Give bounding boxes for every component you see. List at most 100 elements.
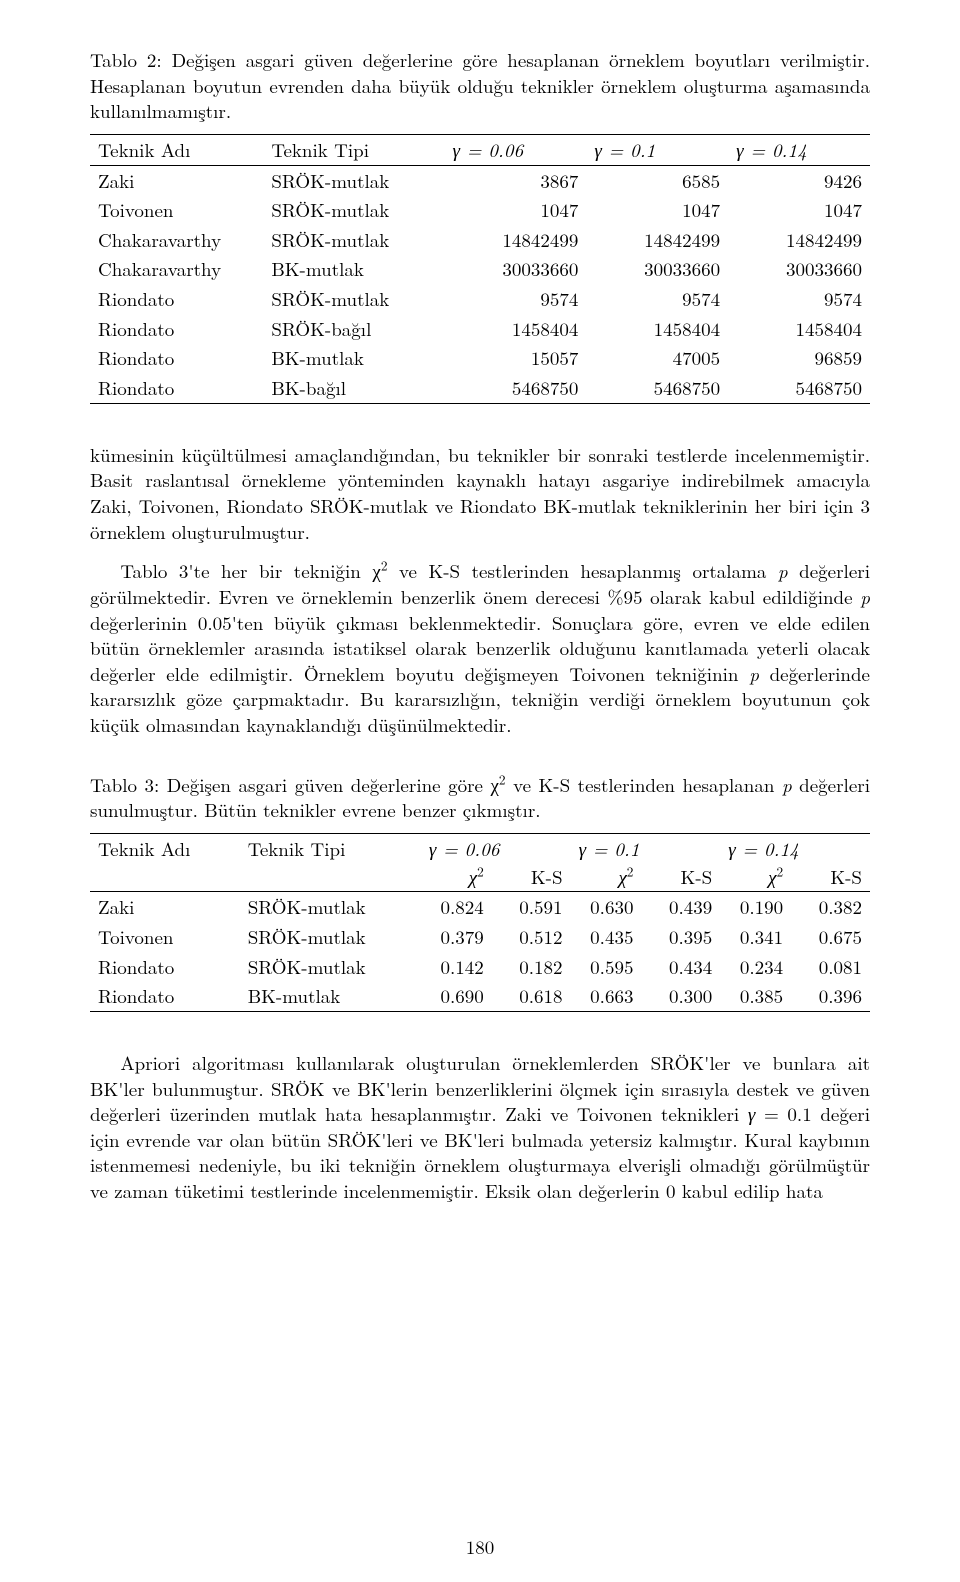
cell: 9426 xyxy=(728,165,870,195)
cell: 0.630 xyxy=(571,892,642,922)
cell: 0.690 xyxy=(421,981,492,1011)
cell: 0.595 xyxy=(571,952,642,982)
cell: 1047 xyxy=(728,195,870,225)
table-row: Toivonen SRÖK-mutlak 0.379 0.512 0.435 0… xyxy=(90,922,870,952)
cell: 0.341 xyxy=(720,922,791,952)
cell: K-S xyxy=(641,864,720,892)
cell: 0.182 xyxy=(492,952,571,982)
t3-h3: γ = 0.06 xyxy=(421,834,571,864)
cell: 5468750 xyxy=(728,373,870,403)
table-row: Zaki SRÖK-mutlak 0.824 0.591 0.630 0.439… xyxy=(90,892,870,922)
cell: 1458404 xyxy=(728,314,870,344)
cell: BK-bağıl xyxy=(263,373,444,403)
cell: 9574 xyxy=(586,284,728,314)
t3-h1: Teknik Adı xyxy=(90,834,240,864)
cell: 30033660 xyxy=(728,254,870,284)
t2-h2: Teknik Tipi xyxy=(263,134,444,165)
cell: 3867 xyxy=(445,165,587,195)
cell: 0.675 xyxy=(791,922,870,952)
table2: Teknik Adı Teknik Tipi γ = 0.06 γ = 0.1 … xyxy=(90,134,870,404)
cell: 0.439 xyxy=(641,892,720,922)
cell: K-S xyxy=(791,864,870,892)
cell: SRÖK-bağıl xyxy=(263,314,444,344)
paragraph-1: kümesinin küçültülmesi amaçlandığından, … xyxy=(90,442,870,545)
cell: χ2 xyxy=(421,864,492,892)
cell: 1458404 xyxy=(586,314,728,344)
cell: Riondato xyxy=(90,314,263,344)
cell: Zaki xyxy=(90,165,263,195)
t2-h5: γ = 0.14 xyxy=(728,134,870,165)
cell: BK-mutlak xyxy=(263,254,444,284)
p2-e: p xyxy=(860,583,870,610)
paragraph-3: Apriori algoritması kullanılarak oluştur… xyxy=(90,1050,870,1204)
table3: Teknik Adı Teknik Tipi γ = 0.06 γ = 0.1 … xyxy=(90,833,870,1012)
cell: 96859 xyxy=(728,343,870,373)
cell: 0.234 xyxy=(720,952,791,982)
cell: 0.435 xyxy=(571,922,642,952)
cell: χ2 xyxy=(571,864,642,892)
t3-h4: γ = 0.1 xyxy=(571,834,721,864)
cell: 0.190 xyxy=(720,892,791,922)
table-row: Riondato BK-mutlak 0.690 0.618 0.663 0.3… xyxy=(90,981,870,1011)
cell: 0.434 xyxy=(641,952,720,982)
cell: 14842499 xyxy=(445,225,587,255)
cell: Toivonen xyxy=(90,922,240,952)
cell: Riondato xyxy=(90,343,263,373)
t3cap-c: p xyxy=(782,771,792,798)
cell: 0.142 xyxy=(421,952,492,982)
cell: 0.379 xyxy=(421,922,492,952)
p2-b: ve K-S testlerinden hesaplanmış ortalama xyxy=(387,557,777,584)
cell xyxy=(90,864,240,892)
cell: 0.395 xyxy=(641,922,720,952)
page-number: 180 xyxy=(0,1534,960,1560)
cell: SRÖK-mutlak xyxy=(240,892,421,922)
cell: K-S xyxy=(492,864,571,892)
cell: Riondato xyxy=(90,373,263,403)
p2-a: Tablo 3'te her bir tekniğin χ xyxy=(120,557,380,584)
table-row: Toivonen SRÖK-mutlak 1047 1047 1047 xyxy=(90,195,870,225)
cell: 0.618 xyxy=(492,981,571,1011)
cell: 6585 xyxy=(586,165,728,195)
p2-g: p xyxy=(749,660,759,687)
table3-caption: Tablo 3: Değişen asgari güven değerlerin… xyxy=(90,772,870,823)
t2-h3: γ = 0.06 xyxy=(445,134,587,165)
cell: 30033660 xyxy=(445,254,587,284)
cell: Chakaravarthy xyxy=(90,225,263,255)
cell: 0.385 xyxy=(720,981,791,1011)
cell: BK-mutlak xyxy=(263,343,444,373)
t3cap-a: Tablo 3: Değişen asgari güven değerlerin… xyxy=(90,771,499,798)
cell: 0.081 xyxy=(791,952,870,982)
cell: Toivonen xyxy=(90,195,263,225)
table2-header-row: Teknik Adı Teknik Tipi γ = 0.06 γ = 0.1 … xyxy=(90,134,870,165)
cell: SRÖK-mutlak xyxy=(240,922,421,952)
table3-header-row2: χ2 K-S χ2 K-S χ2 K-S xyxy=(90,864,870,892)
cell: 30033660 xyxy=(586,254,728,284)
cell: 1047 xyxy=(586,195,728,225)
table-row: Riondato BK-mutlak 15057 47005 96859 xyxy=(90,343,870,373)
t3-h5: γ = 0.14 xyxy=(720,834,870,864)
table3-header-row1: Teknik Adı Teknik Tipi γ = 0.06 γ = 0.1 … xyxy=(90,834,870,864)
cell: 0.396 xyxy=(791,981,870,1011)
cell: 47005 xyxy=(586,343,728,373)
table-row: Zaki SRÖK-mutlak 3867 6585 9426 xyxy=(90,165,870,195)
p2-c: p xyxy=(778,557,788,584)
cell: SRÖK-mutlak xyxy=(263,284,444,314)
cell: SRÖK-mutlak xyxy=(263,195,444,225)
cell: 5468750 xyxy=(586,373,728,403)
cell: 9574 xyxy=(445,284,587,314)
cell: Riondato xyxy=(90,952,240,982)
cell: Chakaravarthy xyxy=(90,254,263,284)
cell: 0.512 xyxy=(492,922,571,952)
cell: 9574 xyxy=(728,284,870,314)
table2-caption: Tablo 2: Değişen asgari güven değerlerin… xyxy=(90,47,870,124)
cell: 0.663 xyxy=(571,981,642,1011)
cell: 14842499 xyxy=(728,225,870,255)
table-row: Riondato SRÖK-mutlak 0.142 0.182 0.595 0… xyxy=(90,952,870,982)
cell: 0.591 xyxy=(492,892,571,922)
cell: 0.382 xyxy=(791,892,870,922)
cell: 15057 xyxy=(445,343,587,373)
cell: 1047 xyxy=(445,195,587,225)
cell: 1458404 xyxy=(445,314,587,344)
table-row: Riondato BK-bağıl 5468750 5468750 546875… xyxy=(90,373,870,403)
cell: BK-mutlak xyxy=(240,981,421,1011)
